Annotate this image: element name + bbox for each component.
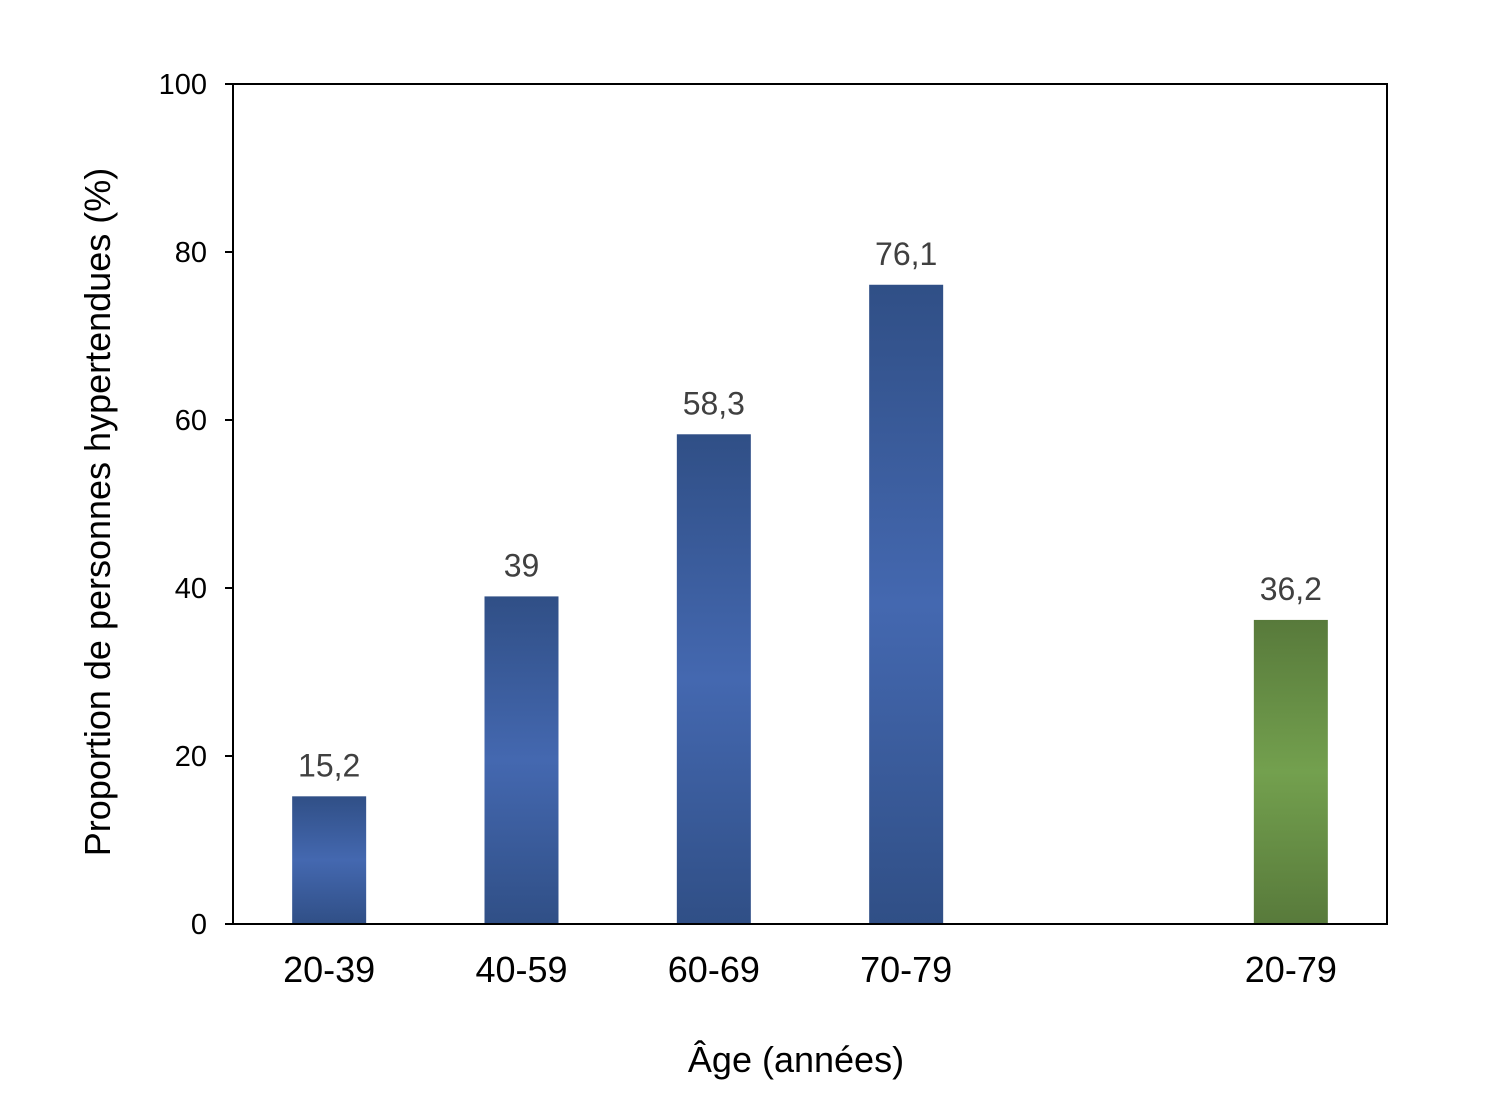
y-axis-title: Proportion de personnes hypertendues (%) (77, 168, 118, 856)
data-label-70-79: 76,1 (875, 236, 937, 272)
x-axis-category-labels: 20-39 40-59 60-69 70-79 20-79 (283, 949, 1337, 990)
x-axis-title: Âge (années) (688, 1039, 904, 1080)
x-category-label: 20-39 (283, 949, 375, 990)
bar-20-79 (1253, 619, 1328, 924)
x-category-label: 20-79 (1245, 949, 1337, 990)
y-axis-ticks: 0 20 40 60 80 100 (159, 69, 233, 941)
data-label-40-59: 39 (504, 547, 540, 583)
y-tick-label: 0 (191, 909, 207, 941)
data-label-20-79: 36,2 (1260, 571, 1322, 607)
plot-area-frame (232, 83, 1388, 925)
bars-layer (292, 284, 1328, 924)
data-label-60-69: 58,3 (683, 385, 745, 421)
x-category-label: 70-79 (860, 949, 952, 990)
y-tick-label: 60 (175, 405, 207, 437)
y-tick-label: 20 (175, 741, 207, 773)
bar-60-69 (676, 434, 751, 924)
bar-40-59 (484, 596, 559, 924)
bar-70-79 (869, 284, 944, 924)
bar-20-39 (292, 796, 367, 924)
y-tick-label: 80 (175, 237, 207, 269)
data-label-20-39: 15,2 (298, 747, 360, 783)
x-category-label: 40-59 (475, 949, 567, 990)
data-labels: 15,2 39 58,3 76,1 36,2 (298, 236, 1322, 784)
x-category-label: 60-69 (668, 949, 760, 990)
y-tick-label: 40 (175, 573, 207, 605)
y-tick-label: 100 (159, 69, 207, 101)
